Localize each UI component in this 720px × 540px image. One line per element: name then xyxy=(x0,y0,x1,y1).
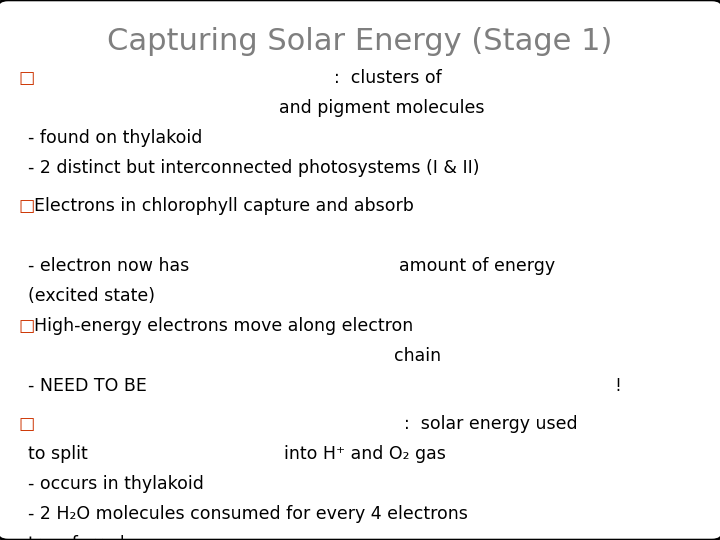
Text: □: □ xyxy=(18,317,35,335)
Text: □: □ xyxy=(18,415,35,433)
Text: - 2 H₂O molecules consumed for every 4 electrons: - 2 H₂O molecules consumed for every 4 e… xyxy=(28,505,468,523)
Text: Capturing Solar Energy (Stage 1): Capturing Solar Energy (Stage 1) xyxy=(107,28,613,57)
Text: into H⁺ and O₂ gas: into H⁺ and O₂ gas xyxy=(284,445,446,463)
Text: □: □ xyxy=(18,69,35,87)
Text: - electron now has: - electron now has xyxy=(28,257,194,275)
Text: Electrons in chlorophyll capture and absorb: Electrons in chlorophyll capture and abs… xyxy=(34,197,414,215)
Text: - occurs in thylakoid: - occurs in thylakoid xyxy=(28,475,210,493)
Text: :  solar energy used: : solar energy used xyxy=(404,415,577,433)
Text: - NEED TO BE: - NEED TO BE xyxy=(28,377,153,395)
Text: to split: to split xyxy=(28,445,94,463)
Text: transferred: transferred xyxy=(28,535,125,540)
Text: amount of energy: amount of energy xyxy=(399,257,555,275)
Text: !: ! xyxy=(614,377,621,395)
Text: chain: chain xyxy=(394,347,441,365)
Text: :  clusters of: : clusters of xyxy=(334,69,442,87)
Text: High-energy electrons move along electron: High-energy electrons move along electro… xyxy=(34,317,413,335)
Text: and pigment molecules: and pigment molecules xyxy=(279,99,485,117)
Text: - 2 distinct but interconnected photosystems (I & II): - 2 distinct but interconnected photosys… xyxy=(28,159,480,177)
Text: (excited state): (excited state) xyxy=(28,287,155,305)
Text: □: □ xyxy=(18,197,35,215)
Text: - found on thylakoid: - found on thylakoid xyxy=(28,129,208,147)
